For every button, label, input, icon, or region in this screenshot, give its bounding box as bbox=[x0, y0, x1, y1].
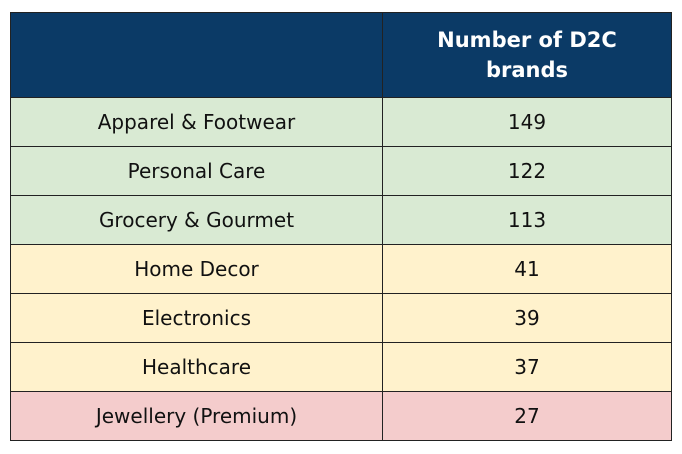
value-cell: 113 bbox=[382, 195, 672, 245]
value-cell: 41 bbox=[382, 244, 672, 294]
value-cell: 122 bbox=[382, 146, 672, 196]
value-cell: 39 bbox=[382, 293, 672, 343]
table-row: Jewellery (Premium) 27 bbox=[10, 391, 672, 441]
category-cell: Apparel & Footwear bbox=[10, 97, 383, 147]
table-row: Home Decor 41 bbox=[10, 244, 672, 294]
table-row: Healthcare 37 bbox=[10, 342, 672, 392]
category-cell: Healthcare bbox=[10, 342, 383, 392]
header-blank bbox=[10, 12, 383, 98]
data-table: Number of D2C brands Apparel & Footwear 1… bbox=[10, 12, 672, 441]
table-row: Grocery & Gourmet 113 bbox=[10, 195, 672, 245]
value-cell: 149 bbox=[382, 97, 672, 147]
category-cell: Electronics bbox=[10, 293, 383, 343]
value-cell: 27 bbox=[382, 391, 672, 441]
category-cell: Personal Care bbox=[10, 146, 383, 196]
category-cell: Home Decor bbox=[10, 244, 383, 294]
header-text: Number of D2C brands bbox=[437, 28, 617, 82]
table-row: Personal Care 122 bbox=[10, 146, 672, 196]
header-cell: Number of D2C brands bbox=[382, 12, 672, 98]
table-row: Electronics 39 bbox=[10, 293, 672, 343]
header-row: Number of D2C brands bbox=[10, 12, 672, 98]
category-cell: Grocery & Gourmet bbox=[10, 195, 383, 245]
category-cell: Jewellery (Premium) bbox=[10, 391, 383, 441]
table-row: Apparel & Footwear 149 bbox=[10, 97, 672, 147]
value-cell: 37 bbox=[382, 342, 672, 392]
